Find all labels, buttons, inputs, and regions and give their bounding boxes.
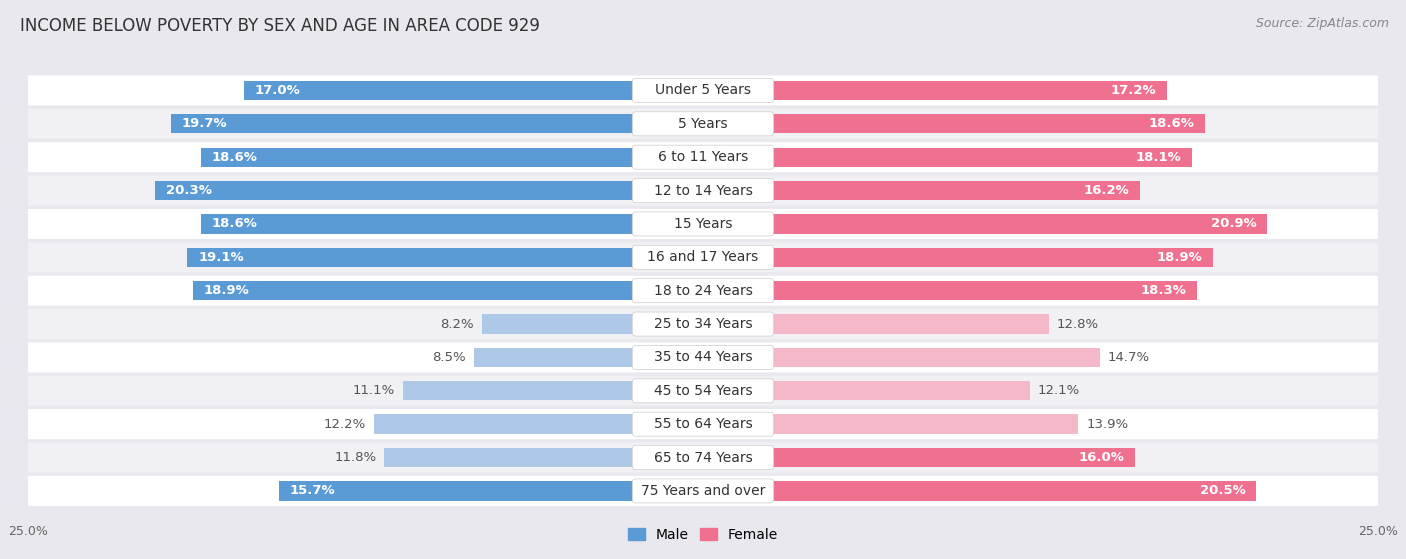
Text: Source: ZipAtlas.com: Source: ZipAtlas.com (1256, 17, 1389, 30)
FancyBboxPatch shape (633, 112, 773, 136)
Text: 11.1%: 11.1% (353, 384, 395, 397)
Bar (703, 281, 1197, 300)
Bar (245, 80, 703, 100)
Text: 20.9%: 20.9% (1211, 217, 1257, 230)
FancyBboxPatch shape (633, 379, 773, 403)
Bar (193, 281, 703, 300)
Text: 25 to 34 Years: 25 to 34 Years (654, 317, 752, 331)
Text: 5 Years: 5 Years (678, 117, 728, 131)
Text: 20.3%: 20.3% (166, 184, 212, 197)
Text: 16.0%: 16.0% (1078, 451, 1125, 464)
Bar (703, 348, 1099, 367)
Text: 75 Years and over: 75 Years and over (641, 484, 765, 498)
FancyBboxPatch shape (27, 409, 1379, 439)
Text: 18.3%: 18.3% (1140, 284, 1187, 297)
FancyBboxPatch shape (633, 245, 773, 269)
FancyBboxPatch shape (27, 242, 1379, 272)
FancyBboxPatch shape (27, 309, 1379, 339)
FancyBboxPatch shape (27, 376, 1379, 406)
Text: 18.6%: 18.6% (212, 217, 257, 230)
FancyBboxPatch shape (27, 176, 1379, 206)
FancyBboxPatch shape (633, 479, 773, 503)
Text: 16 and 17 Years: 16 and 17 Years (647, 250, 759, 264)
Text: 12.2%: 12.2% (323, 418, 366, 430)
Text: 8.2%: 8.2% (440, 318, 474, 330)
Text: 15.7%: 15.7% (290, 485, 336, 498)
Text: 11.8%: 11.8% (335, 451, 377, 464)
Text: 18.9%: 18.9% (204, 284, 249, 297)
Text: 8.5%: 8.5% (432, 351, 465, 364)
Bar (482, 314, 703, 334)
Legend: Male, Female: Male, Female (623, 523, 783, 548)
Bar (155, 181, 703, 200)
Bar (703, 214, 1267, 234)
Text: 12.1%: 12.1% (1038, 384, 1080, 397)
Text: 20.5%: 20.5% (1199, 485, 1246, 498)
Text: 6 to 11 Years: 6 to 11 Years (658, 150, 748, 164)
FancyBboxPatch shape (633, 178, 773, 202)
Bar (703, 381, 1029, 400)
FancyBboxPatch shape (27, 276, 1379, 306)
Bar (703, 248, 1213, 267)
FancyBboxPatch shape (633, 345, 773, 369)
Text: 18 to 24 Years: 18 to 24 Years (654, 283, 752, 298)
Text: 13.9%: 13.9% (1087, 418, 1129, 430)
Text: 12.8%: 12.8% (1057, 318, 1098, 330)
FancyBboxPatch shape (27, 142, 1379, 172)
Bar (201, 148, 703, 167)
Text: INCOME BELOW POVERTY BY SEX AND AGE IN AREA CODE 929: INCOME BELOW POVERTY BY SEX AND AGE IN A… (20, 17, 540, 35)
FancyBboxPatch shape (27, 476, 1379, 506)
FancyBboxPatch shape (27, 209, 1379, 239)
FancyBboxPatch shape (633, 446, 773, 470)
Bar (474, 348, 703, 367)
Text: 17.0%: 17.0% (254, 84, 301, 97)
Text: 12 to 14 Years: 12 to 14 Years (654, 183, 752, 197)
Bar (703, 481, 1257, 501)
FancyBboxPatch shape (633, 212, 773, 236)
Bar (404, 381, 703, 400)
Bar (201, 214, 703, 234)
Bar (703, 181, 1140, 200)
Bar (280, 481, 703, 501)
Text: 55 to 64 Years: 55 to 64 Years (654, 417, 752, 431)
Bar (703, 80, 1167, 100)
Bar (703, 414, 1078, 434)
Text: 19.1%: 19.1% (198, 251, 243, 264)
FancyBboxPatch shape (27, 109, 1379, 139)
FancyBboxPatch shape (633, 312, 773, 336)
Text: 14.7%: 14.7% (1108, 351, 1150, 364)
Text: 18.1%: 18.1% (1135, 151, 1181, 164)
Bar (703, 448, 1135, 467)
Text: 15 Years: 15 Years (673, 217, 733, 231)
Text: 17.2%: 17.2% (1111, 84, 1157, 97)
FancyBboxPatch shape (633, 145, 773, 169)
Text: Under 5 Years: Under 5 Years (655, 83, 751, 97)
Text: 16.2%: 16.2% (1084, 184, 1129, 197)
FancyBboxPatch shape (633, 412, 773, 436)
FancyBboxPatch shape (633, 78, 773, 102)
Bar (187, 248, 703, 267)
FancyBboxPatch shape (27, 343, 1379, 372)
FancyBboxPatch shape (633, 279, 773, 302)
Text: 19.7%: 19.7% (181, 117, 228, 130)
Text: 18.6%: 18.6% (212, 151, 257, 164)
Bar (374, 414, 703, 434)
Bar (703, 148, 1192, 167)
Bar (172, 114, 703, 134)
Text: 65 to 74 Years: 65 to 74 Years (654, 451, 752, 465)
Bar (384, 448, 703, 467)
FancyBboxPatch shape (27, 443, 1379, 472)
Bar (703, 314, 1049, 334)
Text: 45 to 54 Years: 45 to 54 Years (654, 384, 752, 398)
Text: 35 to 44 Years: 35 to 44 Years (654, 350, 752, 364)
FancyBboxPatch shape (27, 75, 1379, 106)
Bar (703, 114, 1205, 134)
Text: 18.6%: 18.6% (1149, 117, 1194, 130)
Text: 18.9%: 18.9% (1157, 251, 1202, 264)
